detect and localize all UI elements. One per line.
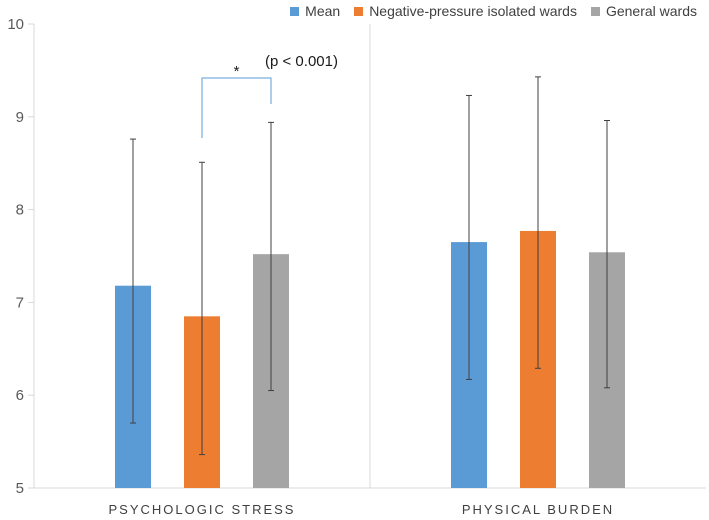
legend-item-general-wards: General wards (590, 3, 697, 19)
legend-swatch-negative-pressure (354, 6, 364, 16)
p-value-label: (p < 0.001) (265, 53, 338, 70)
legend-item-mean: Mean (290, 3, 340, 19)
category-label: PHYSICAL BURDEN (462, 502, 614, 517)
y-axis-ticks: 5 6 7 8 9 10 (7, 16, 34, 497)
y-tick-label: 8 (16, 202, 24, 219)
error-bars (130, 76, 610, 456)
legend-swatch-mean (290, 6, 300, 16)
chart-legend: Mean Negative-pressure isolated wards Ge… (290, 0, 697, 22)
significance-annotation: * (p < 0.001) (201, 53, 338, 138)
legend-label-general-wards: General wards (605, 3, 697, 19)
significance-star: * (234, 63, 240, 80)
category-labels: PSYCHOLOGIC STRESS PHYSICAL BURDEN (109, 502, 614, 517)
y-tick-label: 6 (16, 387, 24, 404)
legend-label-negative-pressure: Negative-pressure isolated wards (369, 3, 577, 19)
y-tick-label: 5 (16, 480, 24, 497)
category-label: PSYCHOLOGIC STRESS (109, 502, 296, 517)
significance-bracket (201, 77, 272, 138)
y-tick-label: 10 (7, 16, 24, 33)
legend-label-mean: Mean (305, 3, 341, 19)
legend-item-negative-pressure: Negative-pressure isolated wards (354, 3, 577, 19)
legend-swatch-general-wards (590, 6, 600, 16)
y-tick-label: 9 (16, 109, 24, 126)
y-tick-label: 7 (16, 294, 24, 311)
